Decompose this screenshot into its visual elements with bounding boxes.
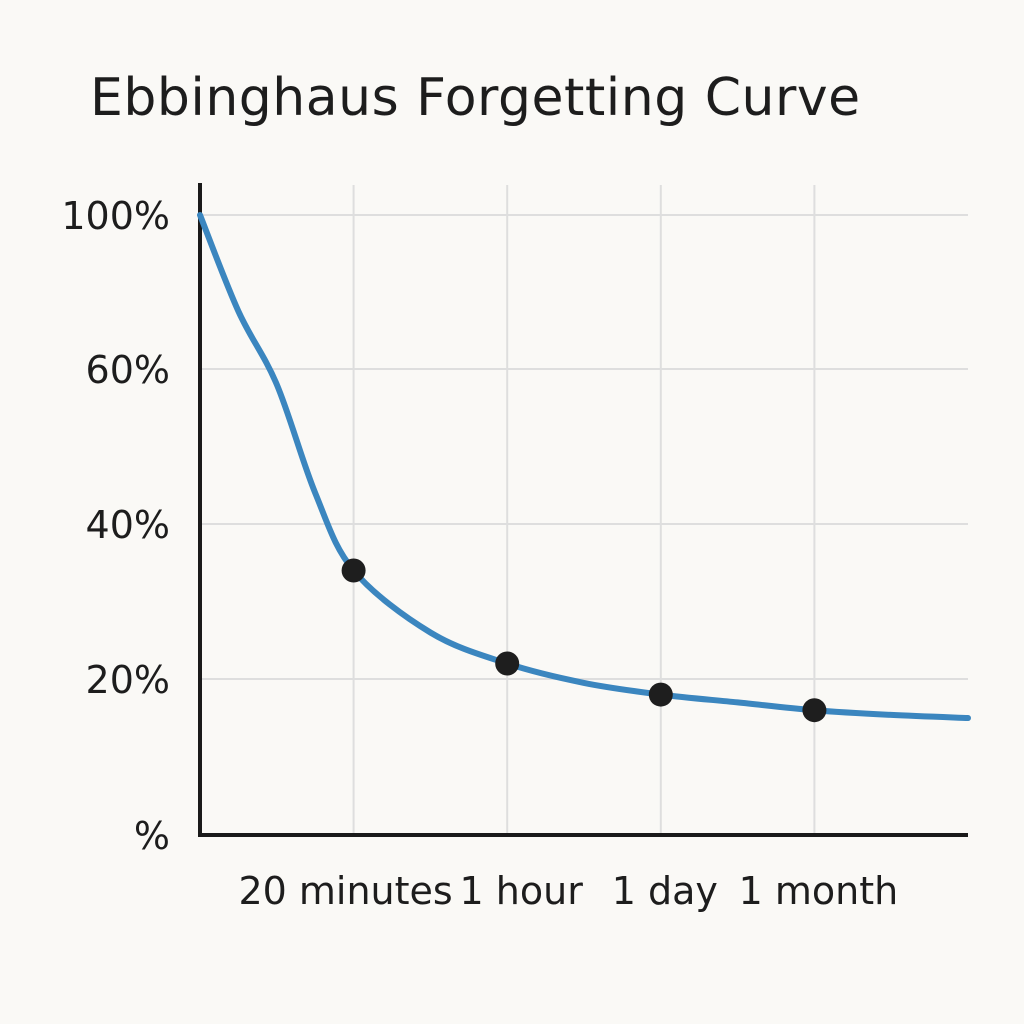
data-point bbox=[341, 558, 366, 583]
axes bbox=[198, 183, 968, 837]
y-tick-label: 60% bbox=[86, 348, 170, 392]
y-tick-label: 100% bbox=[61, 194, 170, 238]
data-point bbox=[495, 651, 520, 676]
y-tick-label: 20% bbox=[86, 658, 170, 702]
point-layer bbox=[341, 558, 827, 723]
data-point bbox=[802, 698, 827, 723]
x-tick-label: 1 day bbox=[612, 869, 718, 913]
grid bbox=[200, 185, 968, 835]
x-tick-label: 1 month bbox=[739, 869, 899, 913]
y-tick-label: 40% bbox=[86, 503, 170, 547]
tick-labels: 100% 60% 40% 20%% 20 minutes 1 hour 1 day 1 mon… bbox=[61, 194, 898, 913]
curve-layer bbox=[197, 212, 971, 721]
forgetting-curve-line bbox=[197, 212, 971, 721]
x-tick-label: 20 minutes bbox=[238, 869, 452, 913]
x-tick-label: 1 hour bbox=[460, 869, 584, 913]
chart-title: Ebbinghaus Forgetting Curve bbox=[90, 68, 861, 128]
data-point bbox=[648, 682, 673, 707]
y-tick-label: % bbox=[134, 814, 170, 858]
